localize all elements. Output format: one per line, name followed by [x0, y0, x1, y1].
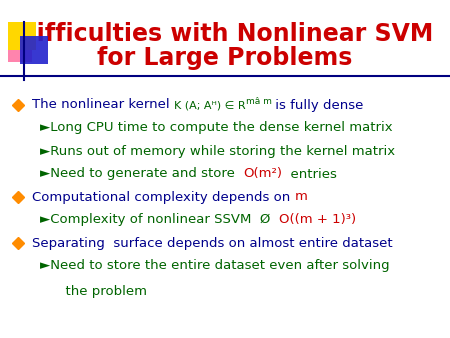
Text: for Large Problems: for Large Problems: [97, 46, 353, 70]
Text: entries: entries: [283, 168, 337, 180]
Text: is fully dense: is fully dense: [271, 98, 364, 112]
Text: ►Need to generate and store: ►Need to generate and store: [40, 168, 243, 180]
Bar: [8, 22, 36, 50]
Text: ►Runs out of memory while storing the kernel matrix: ►Runs out of memory while storing the ke…: [40, 145, 395, 158]
Text: O((m + 1)³): O((m + 1)³): [279, 214, 356, 226]
Text: m: m: [294, 191, 307, 203]
Text: ►Complexity of nonlinear SSVM  Ø: ►Complexity of nonlinear SSVM Ø: [40, 214, 279, 226]
Text: The nonlinear kernel: The nonlinear kernel: [32, 98, 174, 112]
Text: K (A; Aᵸ) ∈ R: K (A; Aᵸ) ∈ R: [174, 100, 246, 110]
Text: the problem: the problem: [40, 285, 147, 297]
Text: Separating  surface depends on almost entire dataset: Separating surface depends on almost ent…: [32, 237, 392, 249]
Text: Computational complexity depends on: Computational complexity depends on: [32, 191, 294, 203]
Text: ►Long CPU time to compute the dense kernel matrix: ►Long CPU time to compute the dense kern…: [40, 121, 392, 135]
Bar: [20, 36, 48, 64]
Bar: [8, 38, 32, 62]
Text: ►Need to store the entire dataset even after solving: ►Need to store the entire dataset even a…: [40, 260, 390, 272]
Text: Difficulties with Nonlinear SVM: Difficulties with Nonlinear SVM: [17, 22, 433, 46]
Text: O(m²): O(m²): [243, 168, 283, 180]
Text: mâ m: mâ m: [246, 97, 271, 105]
